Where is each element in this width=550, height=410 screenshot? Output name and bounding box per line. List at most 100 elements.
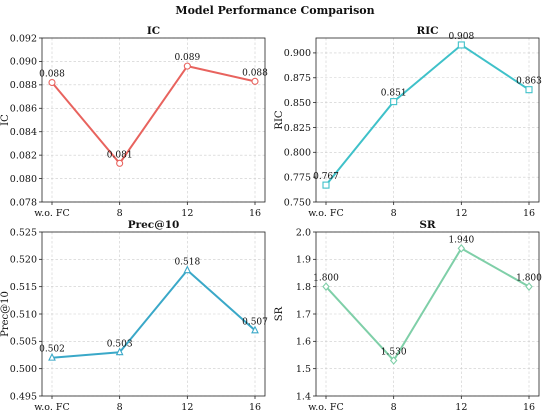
ic-point (116, 159, 124, 167)
ric-xtick-label: 16 (523, 208, 535, 219)
sr-ytick-label: 1.5 (296, 364, 311, 375)
ic-ytick-label: 0.084 (10, 127, 37, 138)
ric-xtick-label: 12 (455, 208, 467, 219)
ic-point (48, 78, 56, 87)
sr-data-label: 1.530 (381, 347, 407, 357)
sr-xtick-label: 12 (455, 402, 467, 410)
prec-10-xtick-label: 12 (181, 402, 193, 410)
ric-point (390, 98, 398, 106)
sr-ytick-label: 2.0 (296, 227, 311, 238)
prec-10-data-label: 0.518 (174, 257, 200, 267)
ic-ytick-label: 0.092 (10, 33, 37, 44)
ric-data-label: 0.851 (381, 89, 407, 99)
prec-10-data-label: 0.507 (242, 317, 268, 327)
ic-ytick-label: 0.080 (10, 174, 37, 185)
prec-10-ylabel: Prec@10 (0, 291, 11, 337)
prec-10-point (115, 347, 124, 356)
ic-data-label: 0.088 (242, 68, 268, 78)
prec-10-xtick-label: 8 (117, 402, 123, 410)
ic-series-line (51, 65, 256, 165)
sr-ytick-label: 1.6 (296, 337, 311, 348)
sr-point (457, 244, 466, 253)
prec-10-chart: Prec@10 0.495 0.500 0.505 0.510 0.515 0.520 0.5… (0, 219, 268, 410)
ric-ytick-label: 0.900 (284, 48, 311, 59)
prec-10-ytick-label: 0.525 (10, 227, 37, 238)
ic-ytick-label: 0.088 (10, 80, 37, 91)
prec-10-point (48, 352, 56, 361)
ic-data-label: 0.081 (107, 150, 133, 160)
ic-point (183, 62, 191, 70)
figure-title: Model Performance Comparison (175, 4, 374, 17)
prec-10-ytick-label: 0.510 (10, 309, 37, 320)
prec-10-point (183, 265, 192, 274)
ic-ytick-label: 0.090 (10, 57, 37, 68)
prec-10-point (251, 325, 259, 334)
ric-data-label: 0.863 (516, 77, 542, 87)
ric-ylabel: RIC (274, 110, 285, 129)
ric-plot-frame (315, 37, 540, 203)
sr-data-label: 1.800 (516, 274, 542, 284)
ric-ytick-label: 0.750 (284, 197, 311, 208)
ic-ytick-label: 0.078 (10, 197, 37, 208)
sr-xtick-label: 16 (523, 402, 535, 410)
ic-plot-frame (41, 37, 266, 203)
sr-title: SR (419, 219, 436, 231)
ric-ytick-label: 0.850 (284, 98, 311, 109)
ric-point (457, 41, 465, 49)
ric-point (525, 86, 533, 94)
ic-title: IC (147, 25, 160, 37)
ric-point (322, 181, 330, 189)
prec-10-ytick-label: 0.495 (10, 391, 37, 402)
ic-ytick-label: 0.086 (10, 104, 37, 115)
prec-10-data-label: 0.503 (107, 339, 133, 349)
ric-ytick-label: 0.875 (284, 73, 311, 84)
ric-ytick-label: 0.825 (284, 123, 311, 134)
prec-10-ytick-label: 0.520 (10, 255, 37, 266)
ric-series-line (325, 43, 530, 186)
sr-ytick-label: 1.4 (296, 391, 311, 402)
sr-xtick-label: 8 (391, 402, 397, 410)
sr-data-label: 1.940 (448, 235, 474, 245)
prec-10-series-line (51, 269, 256, 359)
ric-xtick-label: 8 (391, 208, 397, 219)
sr-ytick-label: 1.8 (296, 282, 311, 293)
ic-ylabel: IC (0, 114, 11, 126)
ic-xtick-label: 16 (249, 208, 261, 219)
ic-xtick-label: 12 (181, 208, 193, 219)
sr-ytick-label: 1.9 (296, 255, 311, 266)
sr-ytick-label: 1.7 (296, 309, 311, 320)
sr-data-label: 1.800 (313, 274, 339, 284)
sr-point (389, 356, 398, 365)
prec-10-plot-frame (41, 231, 266, 397)
sr-xtick-label: w.o. FC (308, 402, 343, 410)
prec-10-xtick-label: w.o. FC (34, 402, 69, 410)
ic-ytick-label: 0.082 (10, 150, 37, 161)
ric-ytick-label: 0.775 (284, 172, 311, 183)
ric-title: RIC (417, 25, 439, 37)
prec-10-xtick-label: 16 (249, 402, 261, 410)
prec-10-data-label: 0.502 (39, 345, 65, 355)
chart-panels: IC0.0780.0800.0820.0840.0860.0880.0900.0… (0, 25, 542, 410)
ic-data-label: 0.089 (174, 53, 200, 63)
ic-data-label: 0.088 (39, 70, 65, 80)
prec-10-ytick-label: 0.505 (10, 337, 37, 348)
sr-point (322, 282, 330, 292)
sr-plot-frame (315, 231, 540, 397)
prec-10-ytick-label: 0.500 (10, 364, 37, 375)
sr-ylabel: SR (274, 306, 285, 321)
ic-xtick-label: w.o. FC (34, 208, 69, 219)
ic-chart: IC0.0780.0800.0820.0840.0860.0880.0900.0… (0, 25, 268, 219)
prec-10-title: Prec@10 (128, 219, 180, 231)
ic-xtick-label: 8 (117, 208, 123, 219)
ric-chart: RIC 0.750 0.775 0.800 0.825 0.850 0.875 0.900 w.… (274, 25, 542, 219)
ric-data-label: 0.767 (313, 172, 339, 182)
ric-data-label: 0.908 (448, 32, 474, 42)
ric-xtick-label: w.o. FC (308, 208, 343, 219)
ic-point (251, 77, 259, 85)
sr-point (525, 282, 533, 292)
sr-chart: SR 1.4 1.5 1.6 1.7 1.8 1.9 2.0 w.o. FC 8 12 16 SR 1.8… (274, 219, 542, 410)
prec-10-ytick-label: 0.515 (10, 282, 37, 293)
ric-ytick-label: 0.800 (284, 148, 311, 159)
sr-series-line (325, 247, 530, 362)
